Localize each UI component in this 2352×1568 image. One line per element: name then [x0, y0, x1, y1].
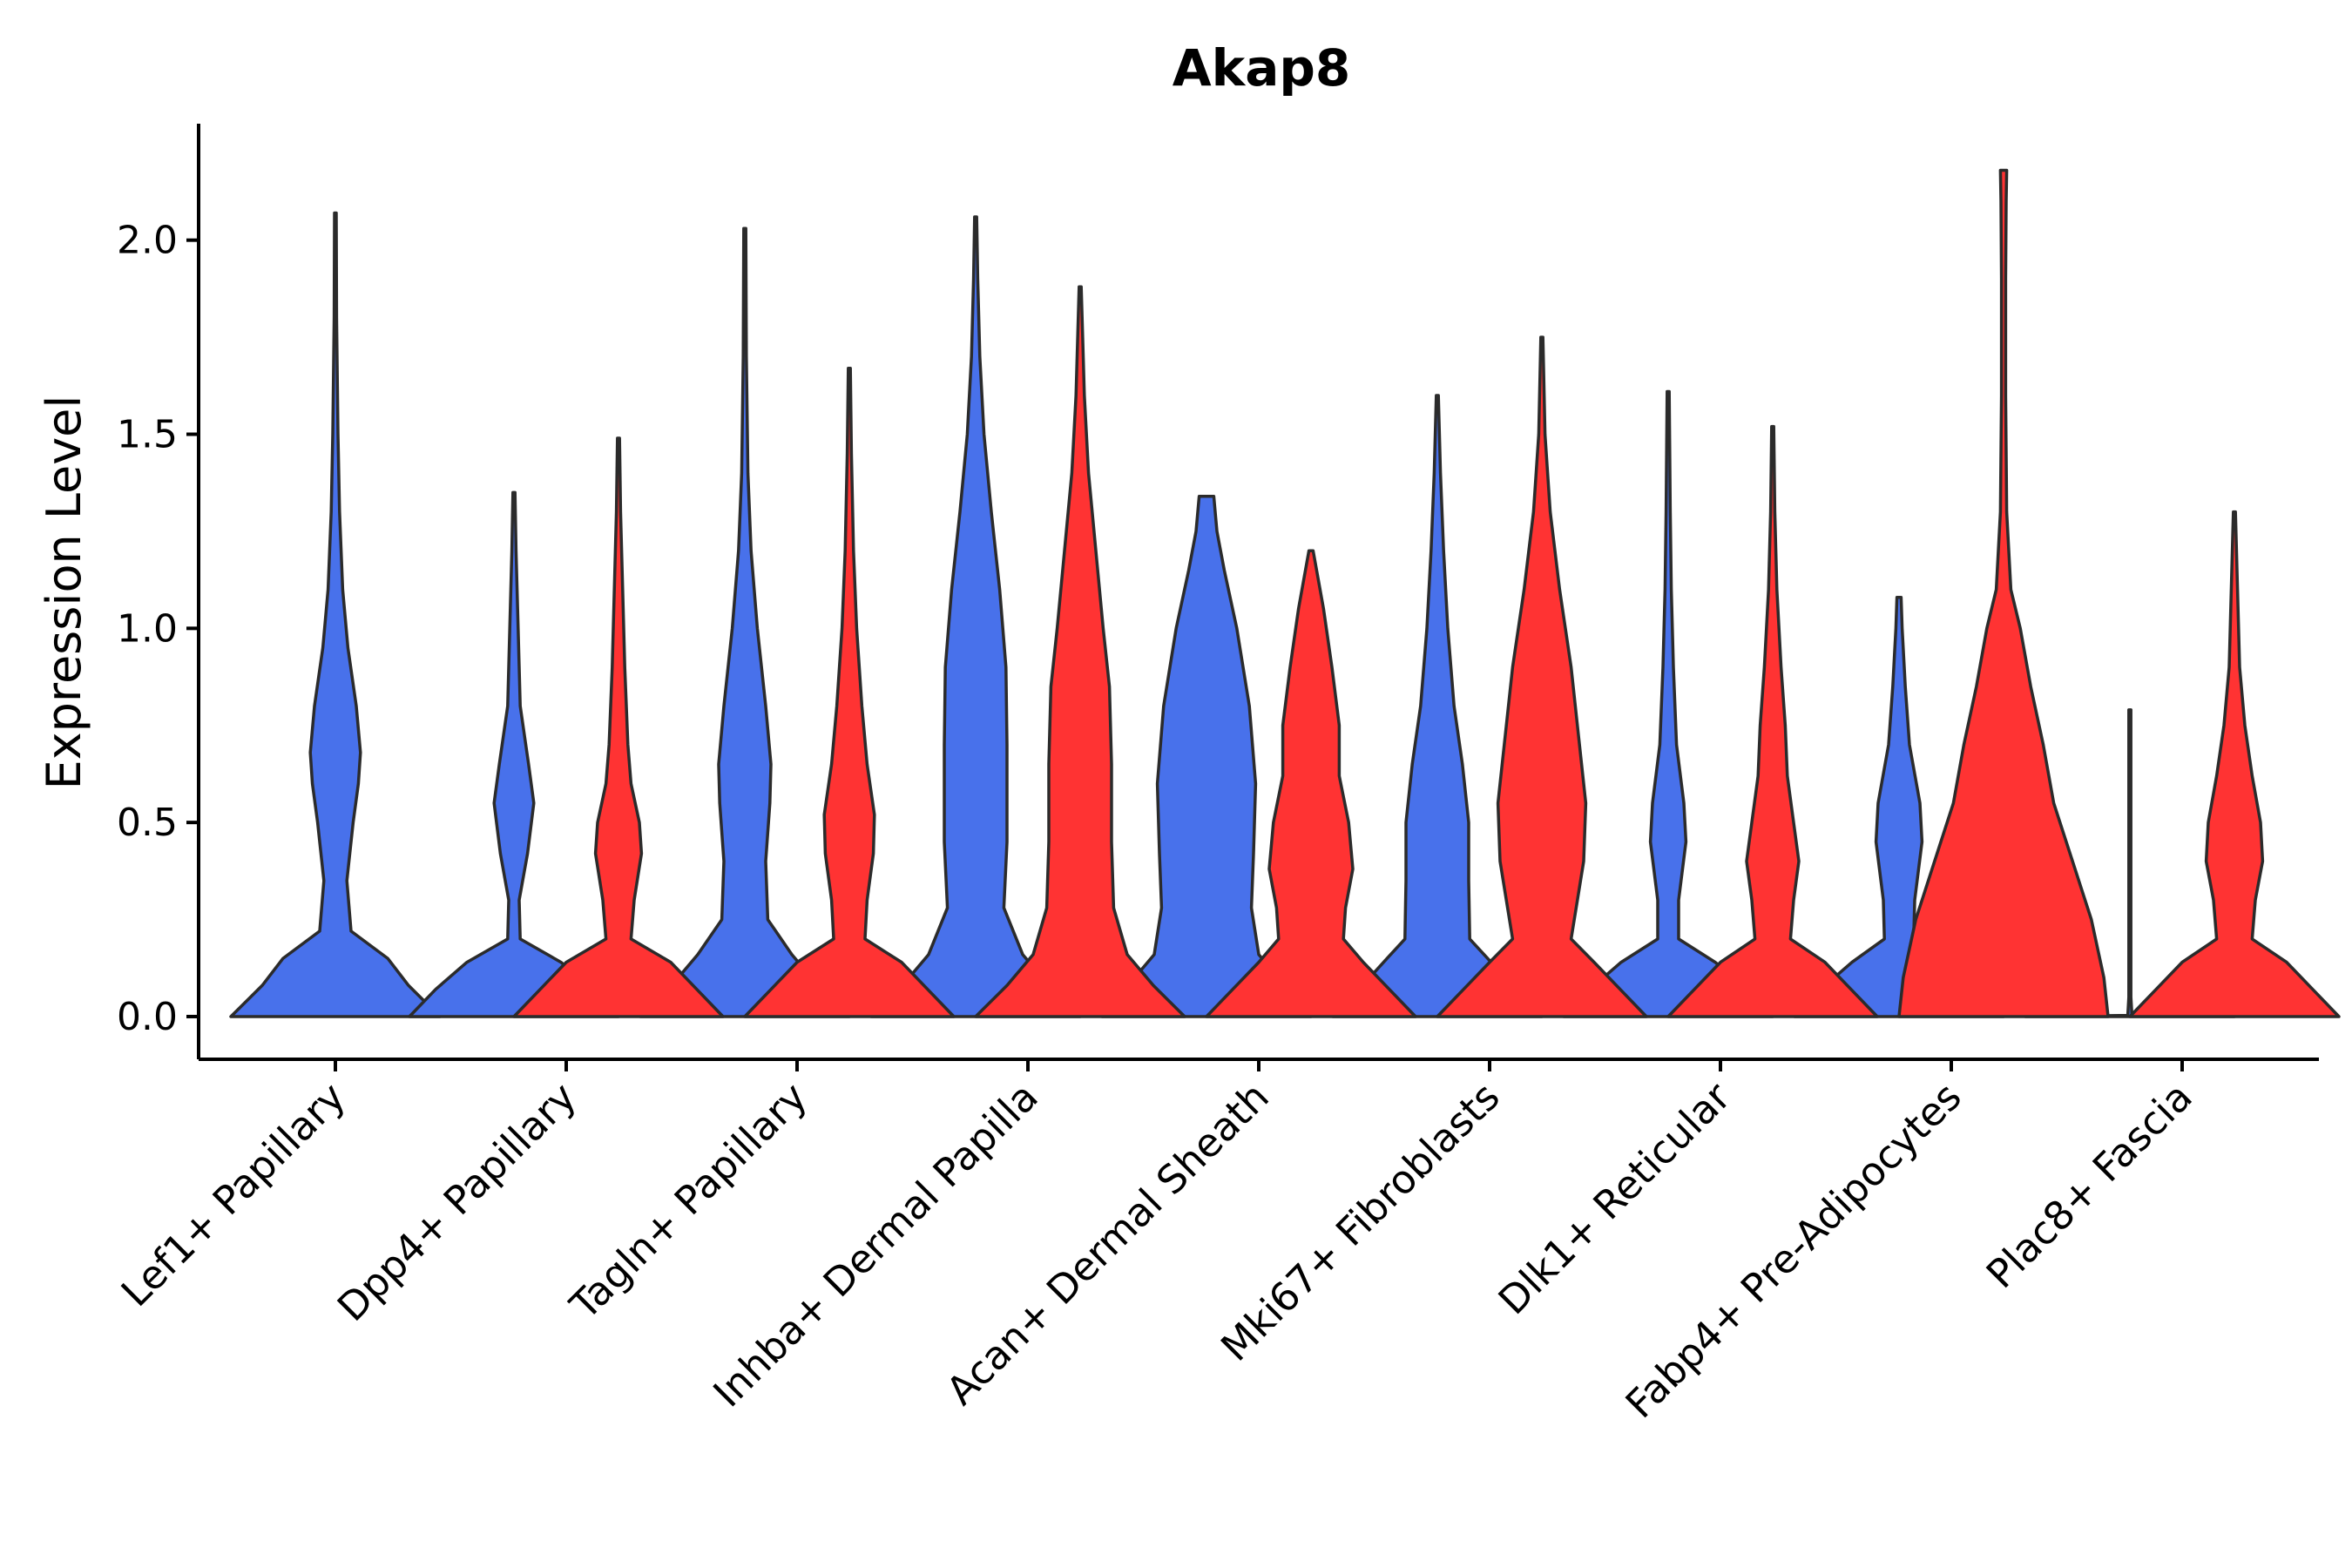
- x-category-label: Tagln+ Papillary: [561, 1073, 816, 1328]
- violin-group2-6: [1436, 335, 1648, 1018]
- violin-group1-8: [1793, 595, 2005, 1018]
- violin-group1-4: [869, 215, 1082, 1018]
- y-axis: 0.0 0.5 1.0 1.5 2.0: [117, 124, 200, 1059]
- violin-group2-9: [2128, 510, 2341, 1018]
- violin-group1-3: [639, 226, 851, 1018]
- violin-group2-2: [512, 436, 725, 1018]
- y-tick-label: 0.0: [117, 995, 178, 1039]
- violin-group1-2: [408, 490, 620, 1018]
- violin-group2-7: [1666, 424, 1879, 1018]
- y-tick-label: 2.0: [117, 219, 178, 263]
- chart-title: Akap8: [1173, 38, 1350, 98]
- violin-group2-8: [1897, 168, 2110, 1018]
- violin-group1-1: [229, 211, 442, 1018]
- violin-group1-6: [1331, 394, 1544, 1018]
- violin-group2-5: [1205, 549, 1417, 1018]
- x-category-label: Dpp4+ Papillary: [328, 1073, 585, 1330]
- y-tick-label: 1.5: [117, 413, 178, 457]
- x-category-label: Lef1+ Papillary: [112, 1073, 355, 1315]
- y-tick-label: 1.0: [117, 606, 178, 651]
- x-category-label: Dlk1+ Reticular: [1490, 1073, 1740, 1323]
- violin-group1-9: [2024, 708, 2236, 1018]
- violin-layer: [229, 168, 2341, 1018]
- violin-group1-7: [1562, 389, 1774, 1018]
- violin-group2-3: [743, 367, 956, 1018]
- violin-group1-5: [1100, 495, 1313, 1018]
- y-axis-label: Expression Level: [37, 395, 91, 790]
- y-tick-label: 0.5: [117, 801, 178, 845]
- violin-group2-4: [974, 285, 1186, 1018]
- x-category-label: Plac8+ Fascia: [1977, 1073, 2201, 1297]
